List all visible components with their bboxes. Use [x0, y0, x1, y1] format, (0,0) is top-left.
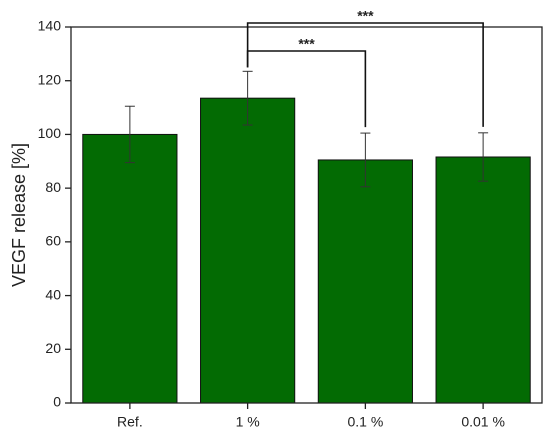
x-tick-label: 0.1 %: [347, 414, 383, 430]
significance-label: ***: [357, 8, 374, 24]
plot-frame: [70, 26, 543, 404]
y-tick-label: 140: [38, 18, 62, 34]
y-axis-label: VEGF release [%]: [9, 143, 29, 287]
error-bar: [478, 132, 489, 182]
significance-label: ***: [298, 36, 315, 52]
x-tick-label: 0.01 %: [461, 414, 505, 430]
error-bar: [242, 70, 253, 126]
bar: [82, 133, 178, 404]
y-tick-label: 60: [45, 233, 61, 249]
error-bar: [360, 132, 371, 188]
bar: [435, 156, 531, 404]
y-tick-label: 20: [45, 340, 61, 356]
significance-bracket: [246, 50, 367, 128]
error-bar: [124, 105, 135, 164]
y-tick-label: 40: [45, 286, 61, 302]
bar: [317, 159, 413, 404]
y-tick-label: 80: [45, 179, 61, 195]
y-tick-label: 100: [38, 125, 62, 141]
significance-bracket: [246, 22, 484, 127]
y-tick-label: 0: [53, 394, 61, 410]
bar: [200, 97, 296, 404]
x-tick-label: 1 %: [236, 414, 260, 430]
x-tick-label: Ref.: [117, 414, 143, 430]
y-tick-label: 120: [38, 71, 62, 87]
